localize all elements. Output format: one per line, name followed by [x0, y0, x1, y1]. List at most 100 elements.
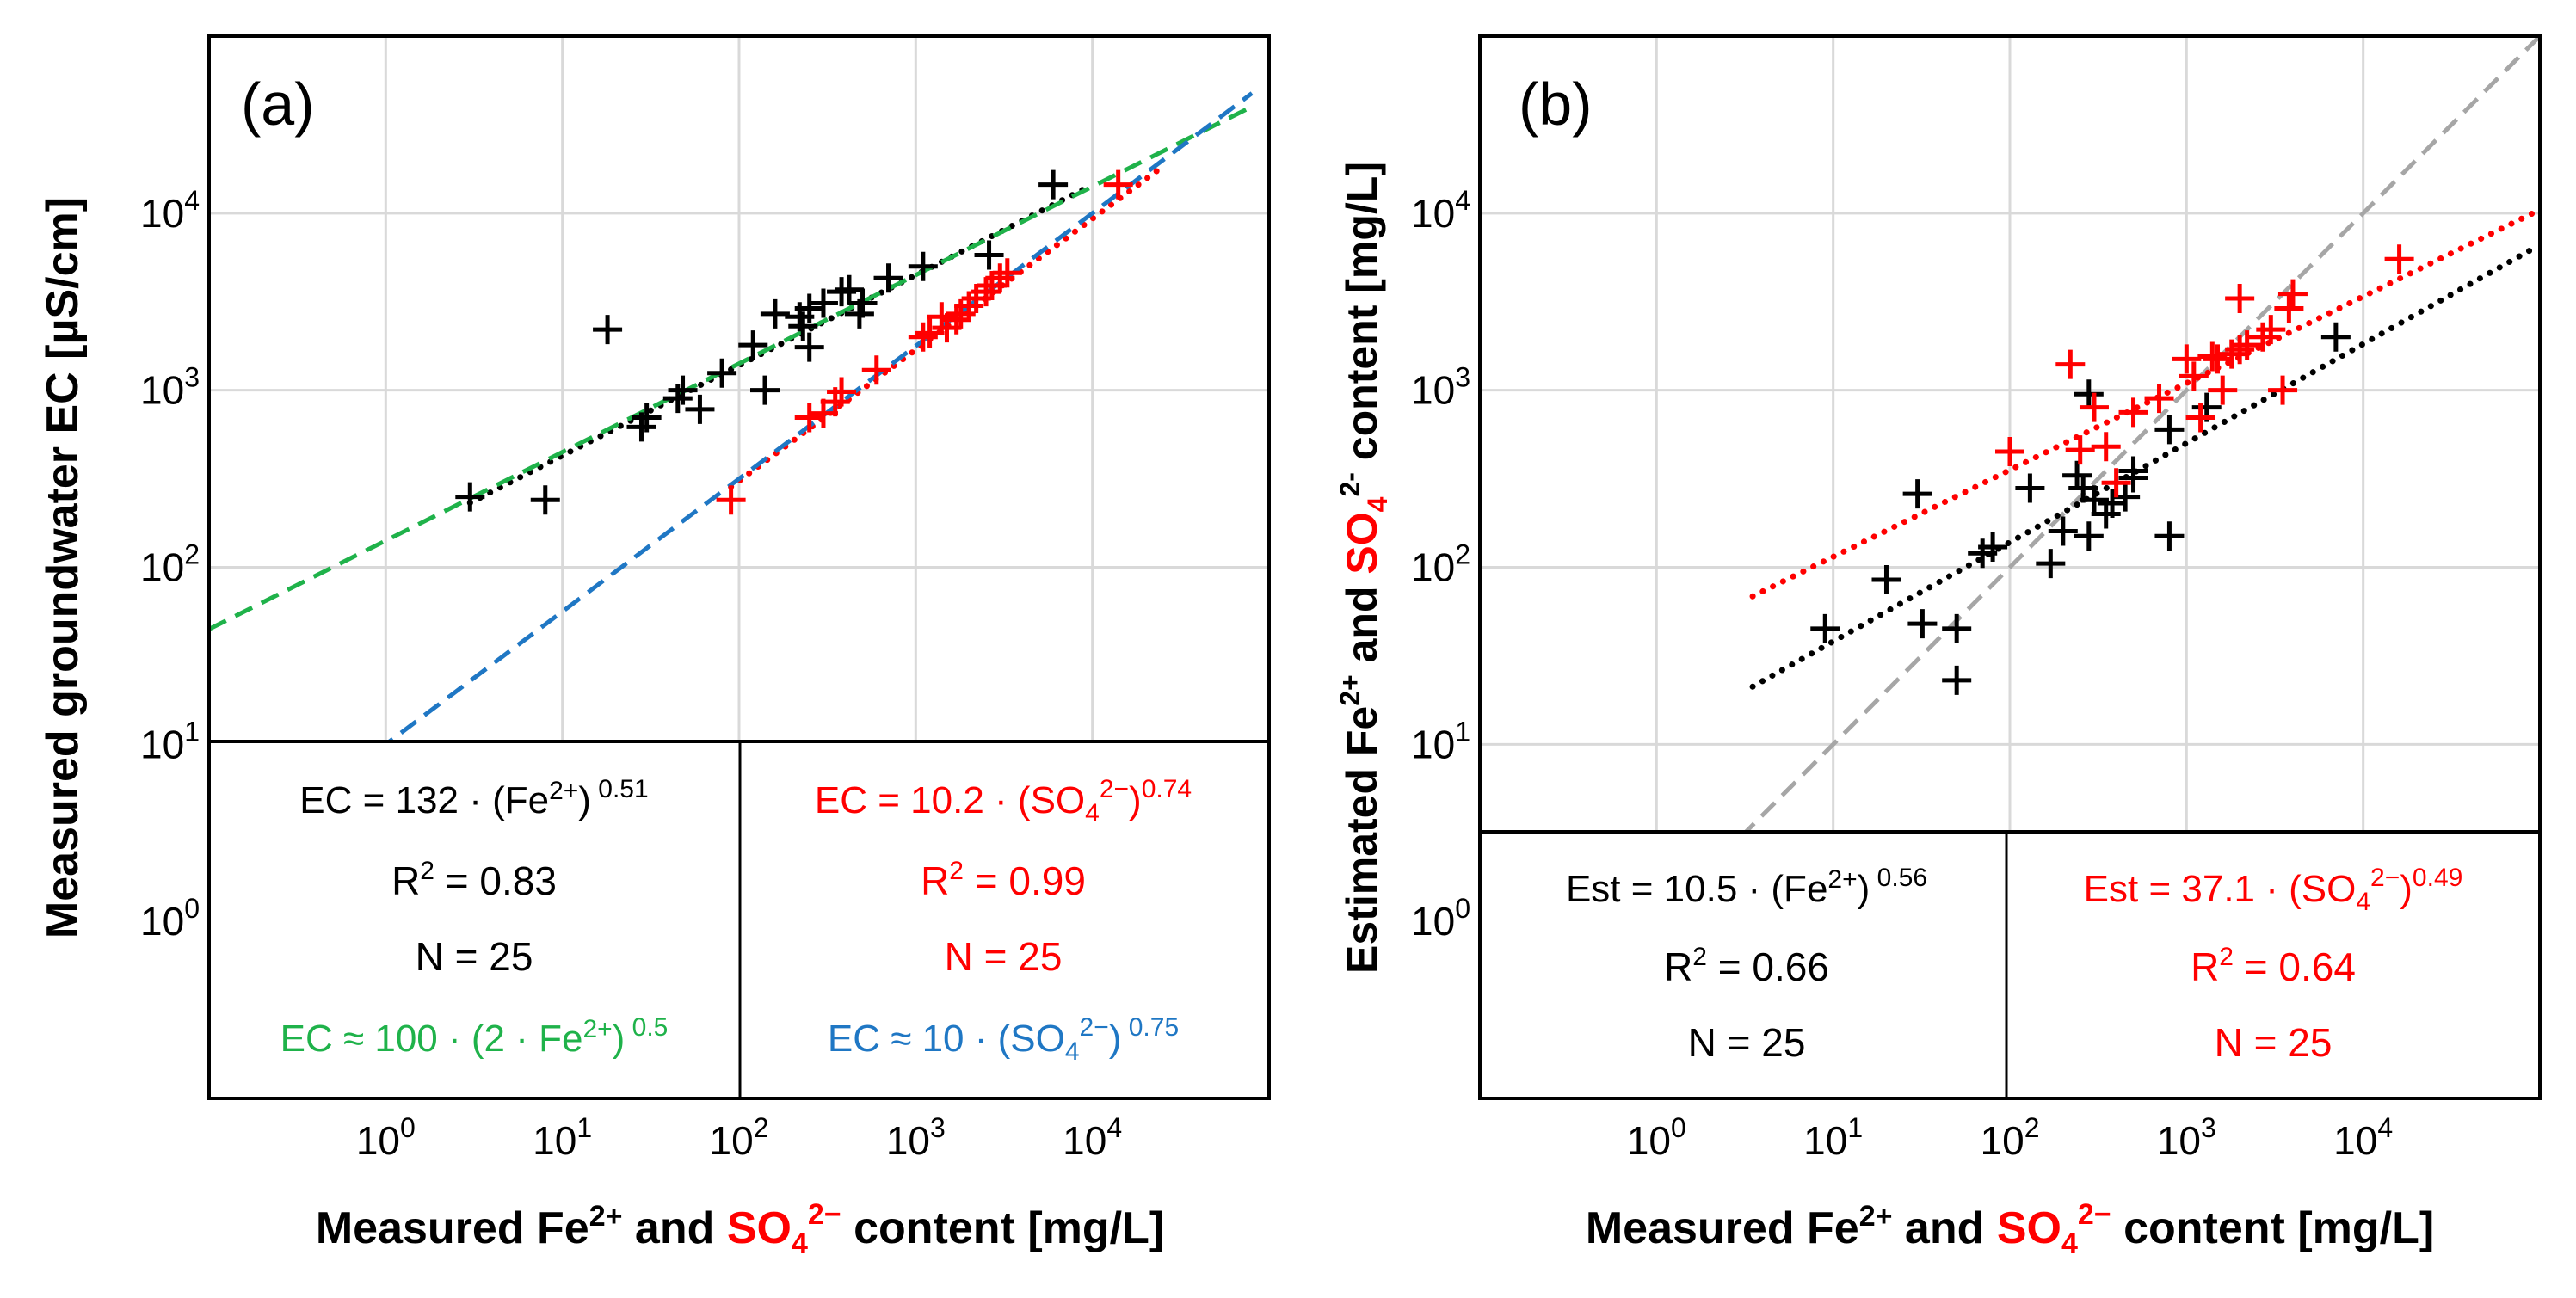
data-point — [2197, 341, 2228, 372]
data-point — [992, 258, 1022, 288]
data-point — [1038, 169, 1069, 200]
y-tick-label: 104 — [140, 185, 200, 236]
x-tick-label: 103 — [886, 1112, 946, 1163]
data-point — [1871, 565, 1901, 595]
data-point — [941, 305, 971, 335]
panel-b-legend-right-n: N = 25 — [2215, 1020, 2333, 1065]
data-point — [668, 375, 698, 405]
data-point — [2101, 468, 2131, 498]
data-point — [530, 485, 560, 515]
panel-a-frame — [207, 34, 1271, 1100]
data-point — [827, 377, 857, 407]
data-point — [834, 274, 864, 305]
data-point — [2144, 384, 2174, 414]
y-tick-label: 103 — [1411, 362, 1470, 413]
panel-a-legend-right-r2: R2 = 0.99 — [921, 857, 1086, 903]
x-tick-label: 101 — [533, 1112, 592, 1163]
data-point — [2015, 473, 2045, 503]
data-point — [707, 358, 737, 388]
panel-b-fit-lines — [1739, 36, 2540, 839]
fit-line — [1749, 246, 2536, 690]
fit-line — [209, 104, 1254, 631]
y-tick-label: 101 — [1411, 716, 1470, 766]
x-tick-label: 102 — [1981, 1112, 2040, 1163]
data-point — [632, 403, 662, 433]
data-point — [2098, 489, 2128, 519]
panel-a-legend-left-eq: EC = 132 · (Fe2+) 0.51 — [299, 775, 648, 821]
data-point — [794, 293, 824, 323]
panel-a-legend-left-n: N = 25 — [416, 934, 533, 979]
data-point — [2065, 435, 2095, 465]
x-tick-label: 103 — [2157, 1112, 2216, 1163]
data-point — [2384, 244, 2414, 274]
data-point — [2225, 283, 2255, 313]
data-point — [808, 288, 838, 318]
fit-line — [376, 91, 1254, 753]
data-point — [915, 318, 945, 348]
fit-line — [1739, 36, 2540, 839]
data-point — [847, 288, 878, 318]
data-point — [2118, 397, 2148, 428]
x-tick-label: 104 — [2333, 1112, 2393, 1163]
panel-a-y-axis-label: Measured groundwater EC [µS/cm] — [38, 197, 88, 938]
panel-b-x-tick-labels: 100 101 102 103 104 — [1627, 1112, 2393, 1163]
panel-b-legend-right-r2: R2 = 0.64 — [2191, 943, 2356, 989]
data-point — [2074, 379, 2104, 409]
panel-a-label: (a) — [241, 71, 315, 138]
data-point — [2036, 549, 2066, 579]
x-tick-label: 100 — [356, 1112, 416, 1163]
data-point — [2208, 375, 2238, 405]
data-point — [2277, 279, 2308, 309]
panel-a: EC = 132 · (Fe2+) 0.51 R2 = 0.83 N = 25 … — [38, 34, 1271, 1260]
data-point — [2320, 322, 2351, 352]
data-point — [593, 315, 623, 345]
x-tick-label: 101 — [1803, 1112, 1863, 1163]
x-tick-label: 100 — [1627, 1112, 1686, 1163]
data-point — [685, 394, 715, 424]
panel-b-y-axis-label: Estimated Fe2+ and SO42- content [mg/L] — [1334, 162, 1393, 974]
data-point — [873, 263, 903, 293]
fit-line — [1749, 210, 2536, 600]
panel-a-legend-right-approx: EC ≈ 10 · (SO42−) 0.75 — [828, 1013, 1179, 1066]
panel-b-legend-left-n: N = 25 — [1688, 1020, 1806, 1065]
data-point — [1978, 532, 2008, 563]
data-point — [974, 240, 1004, 270]
panel-a-x-axis-label: Measured Fe2+ and SO42− content [mg/L] — [316, 1198, 1164, 1260]
y-tick-label: 100 — [1411, 893, 1470, 944]
data-point — [455, 482, 485, 512]
panel-b-points — [1810, 244, 2414, 695]
data-point — [1907, 609, 1938, 639]
data-point — [2274, 293, 2304, 323]
panel-b-legend-box — [1478, 830, 2542, 1100]
panel-a-legend-right-n: N = 25 — [945, 934, 1063, 979]
data-point — [861, 355, 891, 385]
data-point — [788, 311, 818, 341]
y-tick-label: 102 — [140, 539, 200, 590]
data-point — [1103, 169, 1133, 200]
data-point — [971, 277, 1001, 307]
panel-b-frame — [1478, 34, 2542, 1100]
data-point — [1810, 613, 1840, 643]
data-point — [2256, 315, 2286, 345]
data-point — [2172, 344, 2202, 374]
data-point — [2118, 456, 2148, 486]
data-point — [985, 263, 1015, 293]
data-point — [908, 251, 938, 281]
data-point — [2225, 335, 2255, 365]
data-point — [2154, 415, 2185, 445]
x-tick-label: 102 — [710, 1112, 769, 1163]
panel-a-x-tick-labels: 100 101 102 103 104 — [356, 1112, 1122, 1163]
panel-b-legend-left-r2: R2 = 0.66 — [1664, 943, 1829, 989]
data-point — [760, 298, 790, 329]
data-point — [1995, 437, 2024, 467]
data-point — [2203, 344, 2233, 374]
data-point — [738, 330, 768, 360]
data-point — [2091, 432, 2121, 462]
data-point — [2185, 403, 2215, 433]
data-point — [2062, 460, 2092, 490]
y-tick-label: 103 — [140, 362, 200, 413]
data-point — [716, 485, 746, 515]
panel-a-y-tick-labels: 100 101 102 103 104 — [140, 185, 200, 944]
panel-a-legend-right-eq: EC = 10.2 · (SO42−)0.74 — [815, 775, 1192, 827]
